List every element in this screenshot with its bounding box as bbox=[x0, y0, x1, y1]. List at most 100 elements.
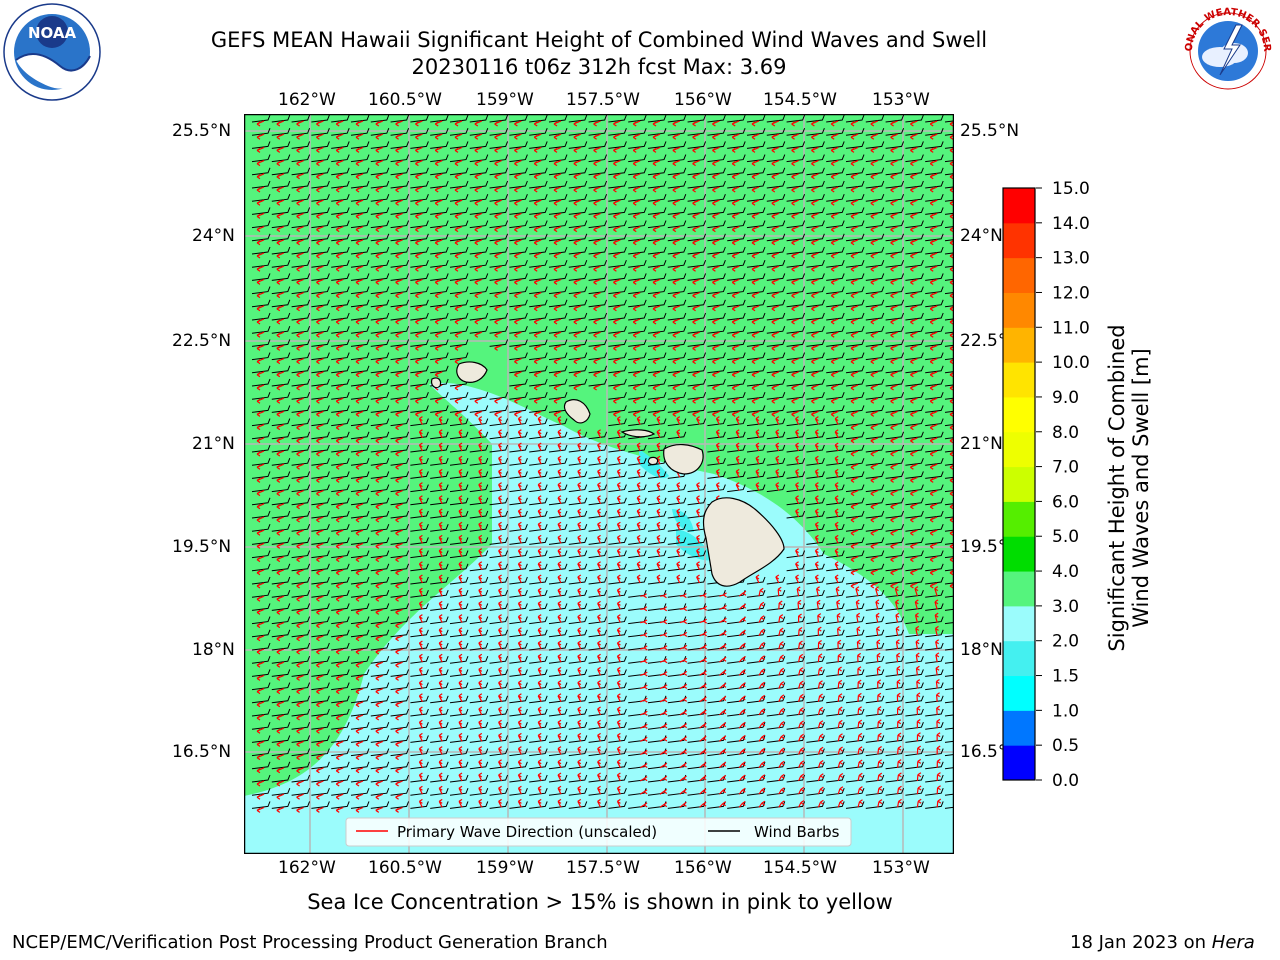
wind-barb bbox=[746, 273, 766, 281]
wave-arrow bbox=[672, 318, 681, 325]
wave-arrow bbox=[613, 305, 621, 312]
wave-arrow bbox=[593, 133, 601, 140]
wave-arrow bbox=[771, 133, 780, 140]
wind-barb bbox=[845, 299, 865, 308]
wave-arrow bbox=[573, 252, 582, 259]
wave-arrow bbox=[830, 305, 839, 312]
wind-barb bbox=[251, 233, 271, 242]
wind-barb bbox=[489, 339, 509, 347]
wind-barb bbox=[786, 207, 806, 215]
wave-arrow bbox=[731, 239, 740, 246]
wind-barb bbox=[449, 339, 469, 347]
wind-barb bbox=[370, 114, 390, 123]
wind-barb bbox=[410, 339, 429, 347]
wind-barb bbox=[687, 180, 707, 189]
wind-barb bbox=[568, 312, 588, 321]
wind-barb bbox=[628, 167, 647, 176]
wave-arrow bbox=[751, 265, 760, 272]
wave-arrow bbox=[415, 318, 423, 325]
wave-arrow bbox=[870, 133, 879, 140]
wind-barb bbox=[311, 207, 330, 215]
colorbar-tick-label: 12.0 bbox=[1052, 283, 1090, 303]
wave-arrow bbox=[712, 146, 720, 153]
wave-arrow bbox=[632, 331, 641, 338]
wind-barb bbox=[905, 260, 924, 268]
wind-barb bbox=[331, 299, 350, 308]
colorbar-tick-label: 3.0 bbox=[1052, 597, 1079, 617]
colorbar-tick-label: 10.0 bbox=[1052, 353, 1090, 373]
wave-arrow bbox=[256, 160, 265, 167]
wind-barb bbox=[905, 207, 924, 215]
wind-barb bbox=[311, 260, 330, 268]
wave-arrow bbox=[454, 292, 463, 299]
wind-barb bbox=[291, 114, 311, 123]
wind-barb bbox=[548, 141, 568, 149]
wind-barb bbox=[370, 233, 390, 242]
wind-barb bbox=[727, 180, 746, 189]
wave-arrow bbox=[276, 212, 285, 219]
wind-barb bbox=[548, 246, 568, 255]
wind-barb bbox=[746, 260, 766, 268]
wind-barb bbox=[608, 246, 627, 255]
wind-barb bbox=[311, 154, 330, 163]
wind-barb bbox=[727, 207, 746, 215]
wave-arrow bbox=[553, 120, 562, 127]
wave-arrow bbox=[434, 331, 443, 338]
wind-barb bbox=[885, 207, 905, 215]
wind-barb bbox=[251, 167, 271, 176]
wave-arrow bbox=[652, 318, 661, 325]
wave-arrow bbox=[434, 199, 443, 206]
colorbar-tick-label: 8.0 bbox=[1052, 423, 1079, 443]
wind-barb bbox=[449, 114, 469, 123]
wind-barb bbox=[667, 220, 687, 229]
wave-arrow bbox=[910, 146, 918, 153]
wave-arrow bbox=[533, 318, 542, 325]
wave-arrow bbox=[494, 252, 502, 259]
wave-arrow bbox=[910, 239, 918, 246]
wave-arrow bbox=[652, 133, 661, 140]
wind-barb bbox=[925, 326, 944, 334]
wind-barb bbox=[766, 273, 786, 281]
wind-barb bbox=[885, 128, 905, 136]
wind-barb bbox=[865, 233, 885, 242]
wind-barb bbox=[826, 154, 845, 163]
colorbar-segment bbox=[1003, 257, 1035, 293]
wave-arrow bbox=[434, 186, 443, 193]
wind-barb bbox=[826, 326, 845, 334]
wind-barb bbox=[331, 207, 350, 215]
wind-barb bbox=[291, 339, 311, 347]
wind-barb bbox=[291, 246, 311, 255]
wave-arrow bbox=[494, 239, 502, 246]
wind-barb bbox=[568, 167, 588, 176]
wind-barb bbox=[509, 312, 528, 321]
wave-arrow bbox=[632, 173, 641, 180]
wind-barb bbox=[588, 286, 608, 295]
wind-barb bbox=[291, 154, 311, 163]
wave-arrow bbox=[553, 318, 562, 325]
wind-barb bbox=[251, 180, 271, 189]
wind-barb bbox=[529, 286, 548, 295]
wave-arrow bbox=[533, 173, 542, 180]
wind-barb bbox=[628, 141, 647, 149]
wind-barb bbox=[647, 299, 667, 308]
wind-barb bbox=[251, 299, 271, 308]
wave-arrow bbox=[613, 186, 621, 193]
wave-arrow bbox=[514, 239, 522, 246]
wave-arrow bbox=[296, 292, 304, 299]
wind-barb bbox=[509, 207, 528, 215]
wave-arrow bbox=[771, 331, 780, 338]
wave-arrow bbox=[672, 226, 681, 233]
wave-arrow bbox=[791, 344, 799, 351]
map-title: GEFS MEAN Hawaii Significant Height of C… bbox=[210, 28, 988, 52]
wave-arrow bbox=[850, 146, 859, 153]
wind-barb bbox=[905, 114, 924, 123]
wave-arrow bbox=[613, 278, 621, 285]
wind-barb bbox=[529, 246, 548, 255]
wind-barb bbox=[766, 326, 786, 334]
lat-tick-left-1: 25.5°N bbox=[172, 121, 232, 141]
wave-arrow bbox=[276, 278, 285, 285]
wave-arrow bbox=[751, 278, 760, 285]
wave-arrow bbox=[850, 120, 859, 127]
wind-barb bbox=[667, 339, 687, 347]
wave-arrow bbox=[573, 292, 582, 299]
